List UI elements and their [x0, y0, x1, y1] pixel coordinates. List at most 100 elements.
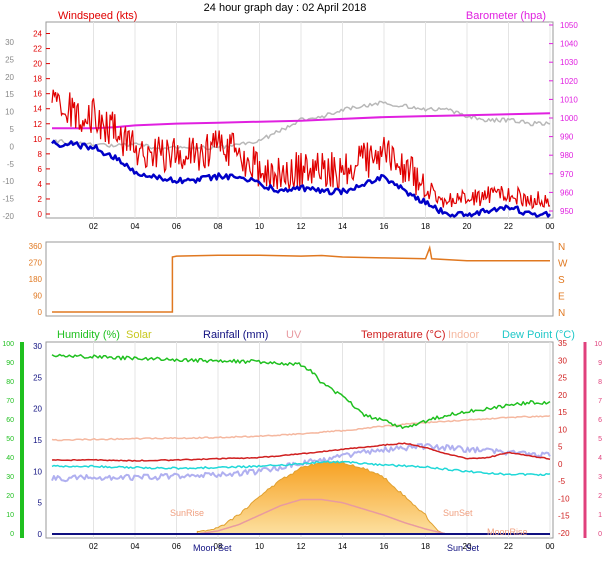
temperature-tick-label: 5	[558, 443, 563, 452]
windspeed-tick-label: 4	[38, 180, 43, 189]
rainfall-tick-label: 30	[33, 342, 42, 351]
barometer-tick-label: 1030	[560, 58, 578, 67]
direction-tick-label: 90	[33, 292, 42, 301]
legend-solar: Solar	[126, 329, 152, 341]
series-indoor	[51, 414, 551, 442]
series-uv	[197, 498, 447, 535]
legend-rainfall: Rainfall (mm)	[203, 329, 268, 341]
x-tick-label: 22	[504, 222, 513, 231]
x-tick-label: 00	[546, 542, 555, 551]
outer-left-tick-label: -10	[2, 177, 14, 186]
windspeed-tick-label: 12	[33, 120, 42, 129]
annotations: SunRise SunSet Moon Set Sun Set MoonRise	[170, 508, 528, 553]
x-tick-label: 08	[214, 222, 223, 231]
rainfall-tick-label: 5	[38, 499, 43, 508]
x-tick-label: 10	[255, 542, 264, 551]
climate-legend: Humidity (%) Solar Rainfall (mm) UV Temp…	[57, 329, 575, 341]
legend-dewpoint: Dew Point (°C)	[502, 329, 575, 341]
annotation-sunset: SunSet	[443, 508, 473, 518]
series-barometer	[52, 112, 551, 130]
x-tick-label: 08	[214, 542, 223, 551]
temperature-tick-label: 10	[558, 425, 567, 434]
temperature-tick-label: 0	[558, 460, 563, 469]
outer-left-tick-label: 15	[5, 90, 14, 99]
x-tick-label: 18	[421, 222, 430, 231]
x-tick-label: 14	[338, 222, 347, 231]
rainfall-tick-label: 20	[33, 405, 42, 414]
barometer-tick-label: 1040	[560, 40, 578, 49]
humidity-tick-label: 100	[2, 341, 14, 348]
direction-tick-label: 270	[29, 259, 43, 268]
barometer-tick-label: 970	[560, 170, 574, 179]
uv-tick-label: 0	[598, 531, 602, 538]
outer-left-tick-label: -20	[2, 212, 14, 221]
annotation-sun-set: Sun Set	[447, 543, 480, 553]
barometer-axis-label: Barometer (hpa)	[466, 10, 546, 22]
annotation-sunrise: SunRise	[170, 508, 204, 518]
series-wind-average	[51, 139, 551, 218]
outer-left-tick-label: -5	[7, 160, 15, 169]
series-humidity	[51, 353, 551, 430]
outer-left-tick-label: 5	[10, 125, 15, 134]
compass-tick-label: S	[558, 275, 565, 286]
x-tick-label: 20	[463, 222, 472, 231]
windspeed-tick-label: 8	[38, 150, 43, 159]
direction-tick-label: 360	[29, 242, 43, 251]
barometer-tick-label: 960	[560, 188, 574, 197]
direction-panel-frame	[45, 241, 554, 317]
rainfall-tick-label: 25	[33, 373, 42, 382]
uv-tick-label: 2	[598, 493, 602, 500]
outer-left-tick-label: -15	[2, 195, 14, 204]
annotation-moonset: Moon Set	[193, 543, 232, 553]
barometer-tick-label: 1010	[560, 95, 578, 104]
humidity-tick-label: 90	[6, 360, 14, 367]
windspeed-tick-label: 14	[33, 105, 42, 114]
x-tick-label: 02	[89, 542, 98, 551]
humidity-tick-label: 60	[6, 417, 14, 424]
outer-left-tick-label: 10	[5, 108, 14, 117]
outer-left-tick-label: 0	[10, 142, 15, 151]
direction-tick-label: 180	[29, 275, 43, 284]
compass-tick-label: N	[558, 308, 565, 319]
barometer-tick-label: 990	[560, 133, 574, 142]
rainfall-tick-label: 15	[33, 436, 42, 445]
humidity-tick-label: 70	[6, 398, 14, 405]
series-wind-gust	[51, 89, 551, 210]
barometer-tick-label: 1050	[560, 21, 578, 30]
windspeed-tick-label: 22	[33, 45, 42, 54]
legend-indoor: Indoor	[448, 329, 480, 341]
temperature-tick-label: 30	[558, 356, 567, 365]
humidity-tick-label: 40	[6, 455, 14, 462]
uv-tick-label: 4	[598, 455, 602, 462]
barometer-tick-label: 950	[560, 207, 574, 216]
uv-tick-label: 10	[594, 341, 602, 348]
windspeed-axis-label: Windspeed (kts)	[58, 10, 137, 22]
humidity-tick-label: 10	[6, 512, 14, 519]
x-tick-label: 20	[463, 542, 472, 551]
x-tick-label: 12	[297, 222, 306, 231]
compass-tick-label: E	[558, 292, 565, 303]
compass-tick-label: W	[558, 259, 568, 270]
temperature-tick-label: 25	[558, 374, 567, 383]
x-tick-label: 18	[421, 542, 430, 551]
temperature-tick-label: 15	[558, 408, 567, 417]
windspeed-tick-label: 10	[33, 135, 42, 144]
temperature-tick-label: -15	[558, 512, 570, 521]
temperature-tick-label: 20	[558, 391, 567, 400]
temperature-tick-label: -20	[558, 529, 570, 538]
windspeed-tick-label: 0	[38, 210, 43, 219]
x-tick-label: 06	[172, 542, 181, 551]
x-tick-label: 00	[546, 222, 555, 231]
x-tick-label: 16	[380, 222, 389, 231]
direction-tick-label: 0	[38, 308, 43, 317]
uv-tick-label: 9	[598, 360, 602, 367]
humidity-tick-label: 0	[10, 531, 14, 538]
temperature-tick-label: -5	[558, 477, 566, 486]
uv-tick-label: 8	[598, 379, 602, 386]
uv-tick-label: 6	[598, 417, 602, 424]
uv-tick-label: 5	[598, 436, 602, 443]
temperature-tick-label: 35	[558, 339, 567, 348]
